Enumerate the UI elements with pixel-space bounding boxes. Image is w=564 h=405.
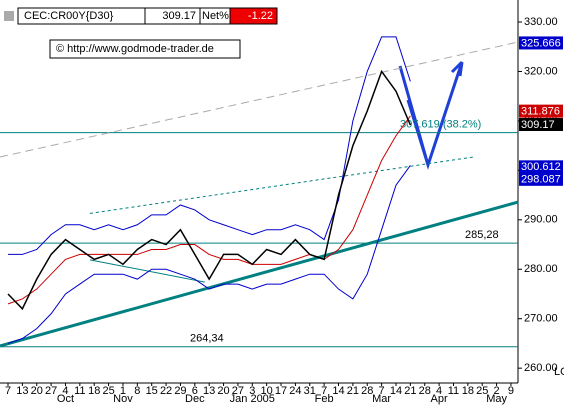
- x-tick-label: 22: [160, 385, 172, 397]
- price-marker-label: 311.876: [521, 106, 560, 118]
- trendline: [89, 259, 205, 283]
- price-marker: [519, 160, 563, 174]
- price-marker: [519, 172, 563, 186]
- x-tick-label: 7: [379, 385, 385, 397]
- x-tick-label: 9: [508, 385, 514, 397]
- x-tick-label: 28: [419, 385, 431, 397]
- horizontal-line-label: 307.619 (38.2%): [400, 119, 481, 131]
- price-marker-label: 298.087: [521, 174, 561, 186]
- month-label: Apr: [431, 393, 448, 405]
- series-line: [7, 165, 411, 344]
- price-marker: [519, 36, 563, 50]
- x-tick-label: 7: [321, 385, 327, 397]
- month-label: Jan 2005: [230, 393, 275, 405]
- month-label: May: [486, 393, 507, 405]
- month-label: Oct: [57, 393, 74, 405]
- x-tick-label: 1: [120, 385, 126, 397]
- x-tick-label: 20: [217, 385, 229, 397]
- horizontal-line-label: 264,34: [190, 333, 224, 345]
- price-marker-label: 300.612: [521, 161, 561, 173]
- x-tick-label: 27: [45, 385, 57, 397]
- y-tick-label: 330.00: [524, 16, 558, 28]
- x-tick-label: 10: [261, 385, 273, 397]
- price-marker-label: 309.17: [521, 119, 555, 131]
- x-tick-label: 14: [390, 385, 402, 397]
- x-tick-label: 18: [88, 385, 100, 397]
- copyright-box: [49, 39, 241, 59]
- x-tick-label: 11: [448, 385, 459, 397]
- x-tick-label: 17: [275, 385, 287, 397]
- price-marker: [519, 118, 563, 132]
- x-tick-label: 14: [332, 385, 344, 397]
- x-tick-label: 7: [5, 385, 11, 397]
- price-marker: [519, 104, 563, 118]
- x-tick-label: 28: [361, 385, 373, 397]
- y-tick-label: 290.00: [524, 214, 558, 226]
- horizontal-line-label: 285,28: [465, 229, 499, 241]
- x-tick-label: 6: [192, 385, 198, 397]
- y-tick-label: 270.00: [524, 313, 558, 325]
- copyright: © http://www.godmode-trader.de: [56, 43, 214, 55]
- x-tick-label: 4: [62, 385, 68, 397]
- x-tick-label: 25: [476, 385, 488, 397]
- trendline: [89, 156, 474, 214]
- arrow-sketch: [398, 60, 464, 170]
- series-line: [8, 36, 411, 255]
- icon: [4, 11, 14, 21]
- series-line: [7, 115, 411, 305]
- x-tick-label: 3: [249, 385, 255, 397]
- x-tick-label: 20: [31, 385, 43, 397]
- x-tick-label: 24: [289, 385, 301, 397]
- net-box: [229, 7, 278, 25]
- x-tick-label: 31: [304, 385, 316, 397]
- trendline: [0, 200, 519, 348]
- series-line: [7, 69, 412, 311]
- y-tick-label: 320.00: [524, 65, 558, 77]
- symbol: CEC:CR00Y{D30}: [24, 10, 114, 22]
- x-tick-label: 15: [146, 385, 158, 397]
- corner-label: LO: [554, 366, 564, 378]
- x-tick-label: 13: [203, 385, 215, 397]
- net-label: Net%: [202, 10, 229, 22]
- month-label: Feb: [315, 393, 334, 405]
- trendline: [0, 41, 519, 158]
- x-tick-label: 18: [462, 385, 474, 397]
- x-tick-label: 27: [232, 385, 244, 397]
- x-tick-label: 11: [74, 385, 85, 397]
- month-label: Nov: [113, 393, 133, 405]
- x-tick-label: 21: [404, 385, 416, 397]
- x-tick-label: 8: [134, 385, 140, 397]
- x-tick-label: 21: [347, 385, 359, 397]
- x-tick-label: 2: [494, 385, 500, 397]
- x-tick-label: 25: [102, 385, 114, 397]
- net: -1.22: [248, 10, 273, 22]
- x-tick-label: 13: [16, 385, 28, 397]
- price-marker-label: 325.666: [521, 37, 561, 49]
- month-label: Mar: [372, 393, 391, 405]
- last: 309.17: [162, 10, 196, 22]
- y-tick-label: 260.00: [524, 362, 558, 374]
- x-tick-label: 4: [436, 385, 442, 397]
- month-label: Dec: [185, 393, 205, 405]
- y-tick-label: 280.00: [524, 263, 558, 275]
- x-tick-label: 29: [174, 385, 186, 397]
